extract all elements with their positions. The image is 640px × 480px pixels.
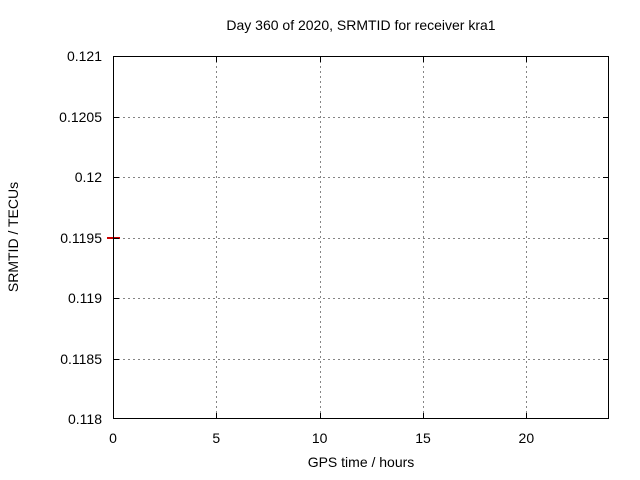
axis-tick-left xyxy=(114,116,119,118)
axis-tick-right xyxy=(603,177,608,178)
chart-title: Day 360 of 2020, SRMTID for receiver kra… xyxy=(226,17,496,33)
axis-tick-left xyxy=(114,358,119,360)
axis-tick-bottom xyxy=(319,413,321,418)
y-tick-label: 0.118 xyxy=(68,411,102,427)
axis-tick-left xyxy=(114,237,119,239)
x-tick-label: 5 xyxy=(212,430,221,446)
axis-tick-top xyxy=(423,57,424,62)
plot-border xyxy=(113,56,609,419)
y-tick-label: 0.1185 xyxy=(60,350,102,367)
grid-line-h xyxy=(113,116,609,118)
axis-tick-top xyxy=(216,57,218,62)
axis-tick-top xyxy=(526,57,528,62)
x-tick-label: 0 xyxy=(109,430,117,446)
axis-tick-left xyxy=(114,177,119,178)
axis-tick-right xyxy=(603,298,608,299)
axis-tick-bottom xyxy=(526,413,528,418)
x-tick-label: 15 xyxy=(415,430,431,446)
axis-tick-bottom xyxy=(423,413,424,418)
grid-line-h xyxy=(113,237,609,239)
grid-line-h xyxy=(113,177,609,178)
y-tick-label: 0.12 xyxy=(74,169,102,185)
y-tick-label: 0.1205 xyxy=(59,108,102,125)
x-tick-label: 10 xyxy=(311,430,328,446)
axis-tick-top xyxy=(319,57,321,62)
x-tick-label: 20 xyxy=(518,430,535,446)
grid-line-h xyxy=(113,358,609,360)
x-axis-label: GPS time / hours xyxy=(307,454,415,470)
axis-tick-right xyxy=(603,358,608,360)
plot-area xyxy=(107,56,609,419)
y-tick-label: 0.121 xyxy=(66,48,102,64)
y-tick-label: 0.119 xyxy=(68,290,102,306)
axis-tick-left xyxy=(114,298,119,299)
grid-line-h xyxy=(113,298,609,299)
axis-tick-right xyxy=(603,237,608,239)
axis-tick-right xyxy=(603,116,608,118)
axis-tick-bottom xyxy=(216,413,218,418)
y-tick-label: 0.1195 xyxy=(60,229,102,246)
